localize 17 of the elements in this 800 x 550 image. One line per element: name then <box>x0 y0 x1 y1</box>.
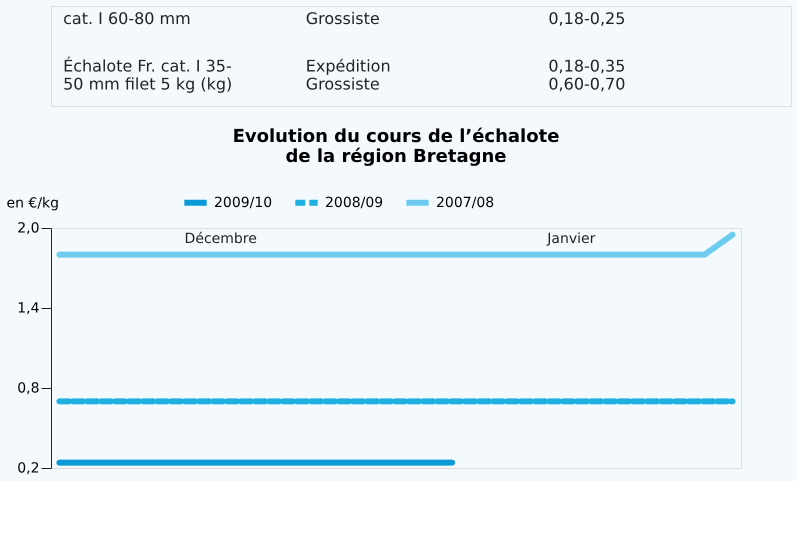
text: Expédition Grossiste <box>306 56 391 94</box>
legend-label: 2009/10 <box>214 194 272 211</box>
y-tick-label: 2,0 <box>17 220 40 236</box>
y-axis-title: en €/kg <box>6 196 60 212</box>
text: Échalote Fr. cat. I 35- 50 mm filet 5 kg (kg) <box>63 56 232 94</box>
annotation: Décembre <box>184 231 257 247</box>
text: Grossiste <box>306 8 380 28</box>
legend-label: 2007/08 <box>436 194 494 211</box>
y-tick-label: 0,8 <box>17 380 40 396</box>
y-tick-label: 1,4 <box>17 300 40 316</box>
text: 0,18-0,25 <box>548 8 626 28</box>
annotation: Janvier <box>546 231 596 247</box>
chart-title: Evolution du cours de l’échalote de la région Bretagne <box>232 126 560 167</box>
text: 0,18-0,35 0,60-0,70 <box>548 56 626 94</box>
legend-label: 2008/09 <box>325 194 384 211</box>
text: cat. I 60-80 mm <box>63 8 191 28</box>
y-tick-label: 0,2 <box>17 460 40 476</box>
